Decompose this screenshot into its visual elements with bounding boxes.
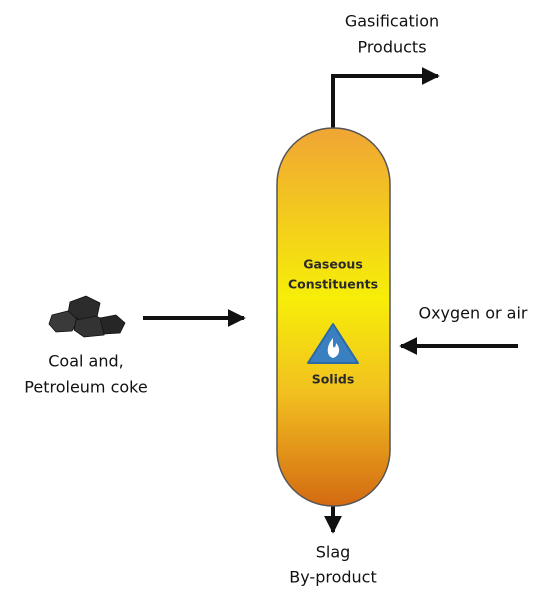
products-label: Products <box>357 38 426 57</box>
coal-icon <box>48 295 126 338</box>
slag-label: Slag <box>316 543 351 562</box>
gasifier-vessel <box>276 127 391 507</box>
slag-label: By-product <box>289 568 376 587</box>
flame-icon <box>307 323 359 364</box>
oxidant-label: Oxygen or air <box>418 304 527 323</box>
gaseous-label: Gaseous <box>303 257 363 272</box>
feed-label: Coal and, <box>48 352 123 371</box>
products-label: Gasification <box>345 12 439 31</box>
product-pipe <box>331 67 440 132</box>
gaseous-label: Constituents <box>288 277 378 292</box>
solids-label: Solids <box>312 372 355 387</box>
feed-label: Petroleum coke <box>24 378 147 397</box>
